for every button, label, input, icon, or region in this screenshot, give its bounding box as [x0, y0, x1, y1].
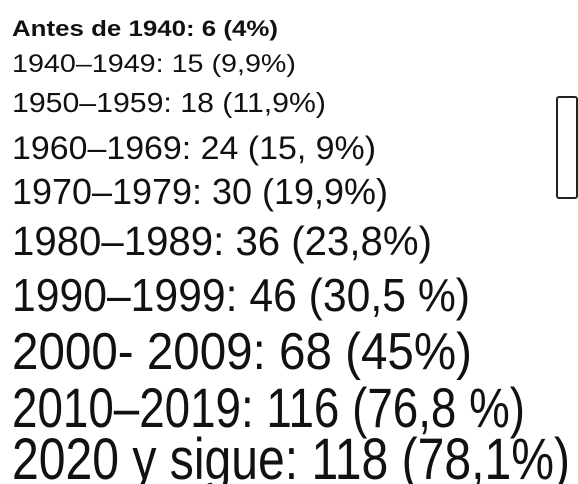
list-item: 1970–1979: 30 (19,9%) — [12, 171, 388, 212]
list-item: 1940–1949: 15 (9,9%) — [12, 50, 296, 78]
list-item: 1950–1959: 18 (11,9%) — [12, 87, 326, 118]
list-item: 1990–1999: 46 (30,5 %) — [12, 269, 470, 321]
list-item: 2000- 2009: 68 (45%) — [12, 323, 472, 381]
list-item: Antes de 1940: 6 (4%) — [12, 16, 278, 41]
list-item: 1960–1969: 24 (15, 9%) — [12, 130, 376, 166]
list-item: 2010–2019: 116 (76,8 %) — [12, 376, 525, 439]
side-frame — [556, 96, 578, 199]
list-item: 1980–1989: 36 (23,8%) — [12, 218, 432, 264]
list-item: 2020 y sigue: 118 (78,1%) — [12, 427, 570, 484]
